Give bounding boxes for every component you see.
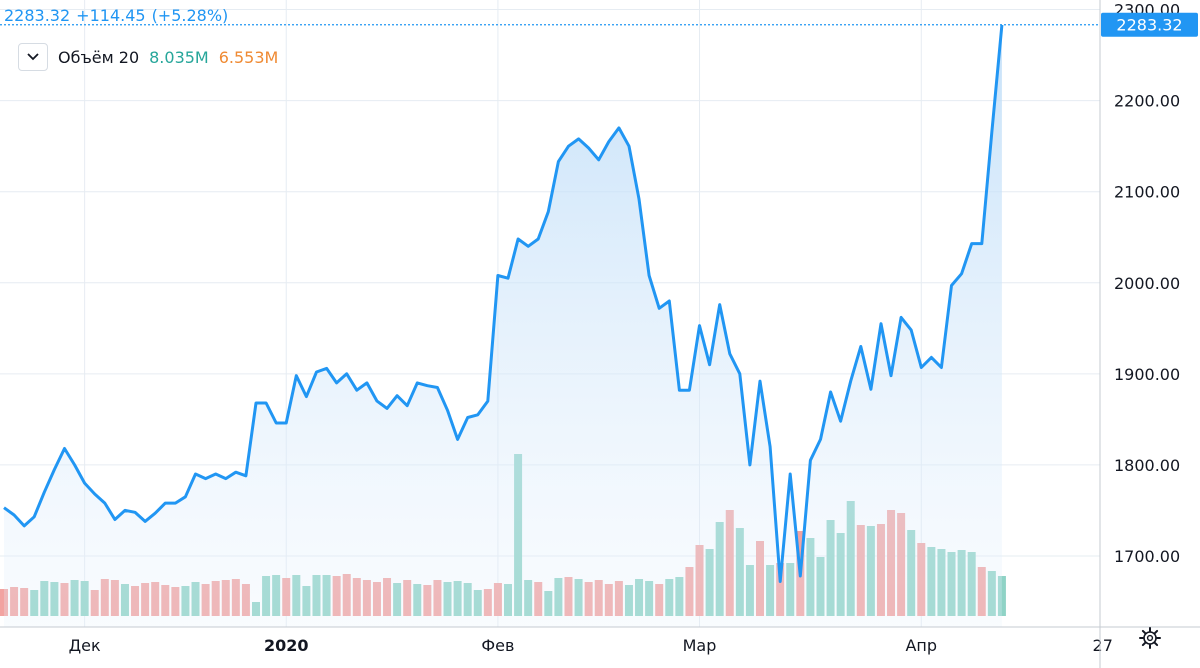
collapse-button[interactable] bbox=[18, 43, 48, 71]
last-price-badge-label: 2283.32 bbox=[1116, 16, 1182, 35]
y-tick-label: 1700.00 bbox=[1114, 547, 1180, 566]
price-change-percent: (+5.28%) bbox=[151, 6, 229, 25]
settings-button[interactable] bbox=[1136, 624, 1164, 652]
volume-legend: Объём 20 8.035M 6.553M bbox=[18, 42, 278, 72]
price-line-group bbox=[3, 24, 1004, 583]
y-tick-label: 2100.00 bbox=[1114, 183, 1180, 202]
y-tick-label: 2000.00 bbox=[1114, 274, 1180, 293]
x-tick-label: 2020 bbox=[264, 636, 309, 655]
y-tick-label: 2200.00 bbox=[1114, 92, 1180, 111]
volume-ma-value: 6.553M bbox=[218, 47, 279, 67]
last-price-badge bbox=[1101, 12, 1198, 37]
volume-bar bbox=[997, 576, 1006, 616]
y-tick-label: 1900.00 bbox=[1114, 365, 1180, 384]
chevron-down-icon bbox=[27, 53, 39, 61]
x-tick-label: Мар bbox=[683, 636, 717, 655]
price-line bbox=[3, 24, 1004, 583]
x-tick-label: Дек bbox=[69, 636, 101, 655]
price-change: +114.45 bbox=[76, 6, 146, 25]
price-area-fill bbox=[4, 25, 1002, 627]
x-tick-label: Фев bbox=[481, 636, 514, 655]
gear-icon bbox=[1139, 627, 1161, 649]
price-info: 2283.32 +114.45 (+5.28%) bbox=[4, 6, 234, 25]
x-tick-label: 27 bbox=[1093, 636, 1113, 655]
grid-lines bbox=[0, 0, 1100, 627]
x-tick-label: Апр bbox=[905, 636, 937, 655]
last-price-marker: 2283.32 bbox=[0, 12, 1198, 37]
last-price: 2283.32 bbox=[4, 6, 71, 25]
y-tick-label: 1800.00 bbox=[1114, 456, 1180, 475]
price-area bbox=[4, 25, 1002, 627]
volume-value: 8.035M bbox=[149, 47, 209, 67]
volume-indicator-name: Объём 20 bbox=[58, 47, 140, 67]
